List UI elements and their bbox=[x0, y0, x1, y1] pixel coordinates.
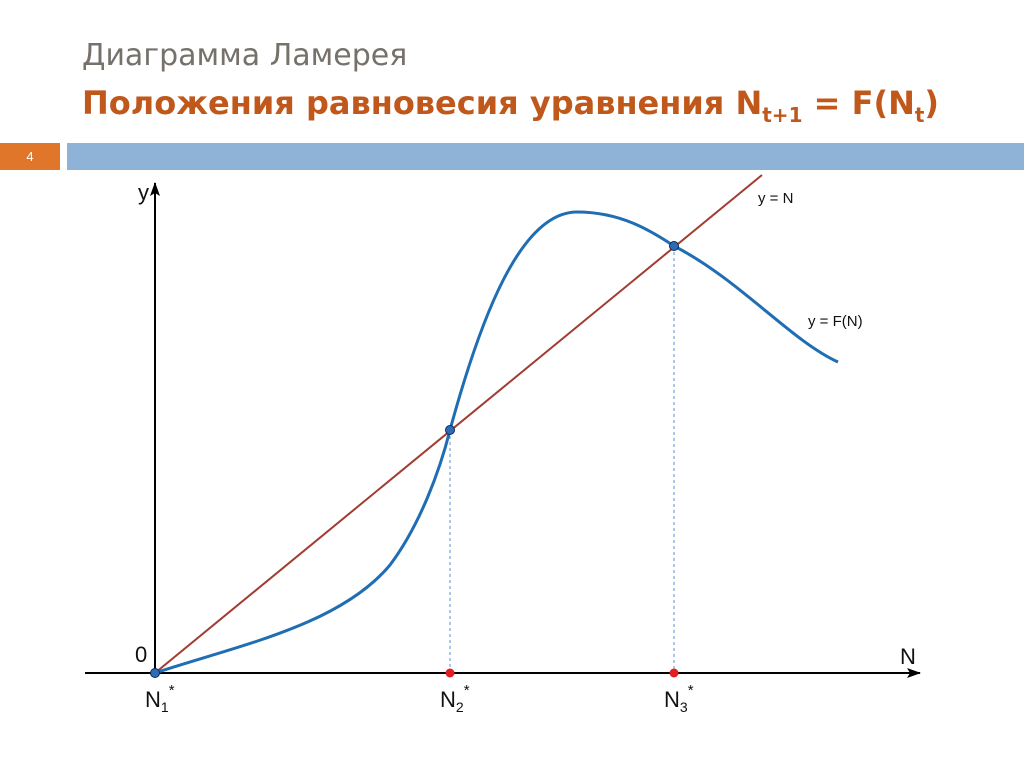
title-prefix: Положения равновесия уравнения N bbox=[82, 84, 763, 122]
equilibrium-label-n1: N1* bbox=[145, 682, 175, 715]
bisector-label: y = N bbox=[758, 190, 793, 207]
title-subscript-t: t bbox=[914, 103, 925, 127]
equilibrium-point-3 bbox=[669, 241, 679, 251]
title-subscript-t-plus-1: t+1 bbox=[762, 103, 803, 127]
curve-label: y = F(N) bbox=[808, 313, 863, 330]
bisector-line bbox=[154, 174, 763, 674]
title-middle: = F(N bbox=[802, 84, 915, 122]
y-axis-label: y bbox=[138, 180, 149, 205]
equilibrium-point-2 bbox=[445, 425, 455, 435]
equilibrium-point-1 bbox=[150, 668, 160, 678]
slide-title: Положения равновесия уравнения Nt+1 = F(… bbox=[82, 84, 939, 127]
n3-axis-point bbox=[669, 668, 679, 678]
slide-subtitle: Диаграмма Ламерея bbox=[82, 38, 408, 73]
origin-label: 0 bbox=[135, 642, 147, 667]
function-curve bbox=[154, 210, 839, 675]
title-suffix: ) bbox=[924, 84, 940, 122]
slide-number: 4 bbox=[0, 143, 60, 170]
n2-axis-point bbox=[445, 668, 455, 678]
x-axis-label: N bbox=[900, 644, 916, 669]
equilibrium-label-n3: N3* bbox=[664, 682, 694, 715]
accent-bar bbox=[67, 143, 1024, 170]
equilibrium-label-n2: N2* bbox=[440, 682, 470, 715]
